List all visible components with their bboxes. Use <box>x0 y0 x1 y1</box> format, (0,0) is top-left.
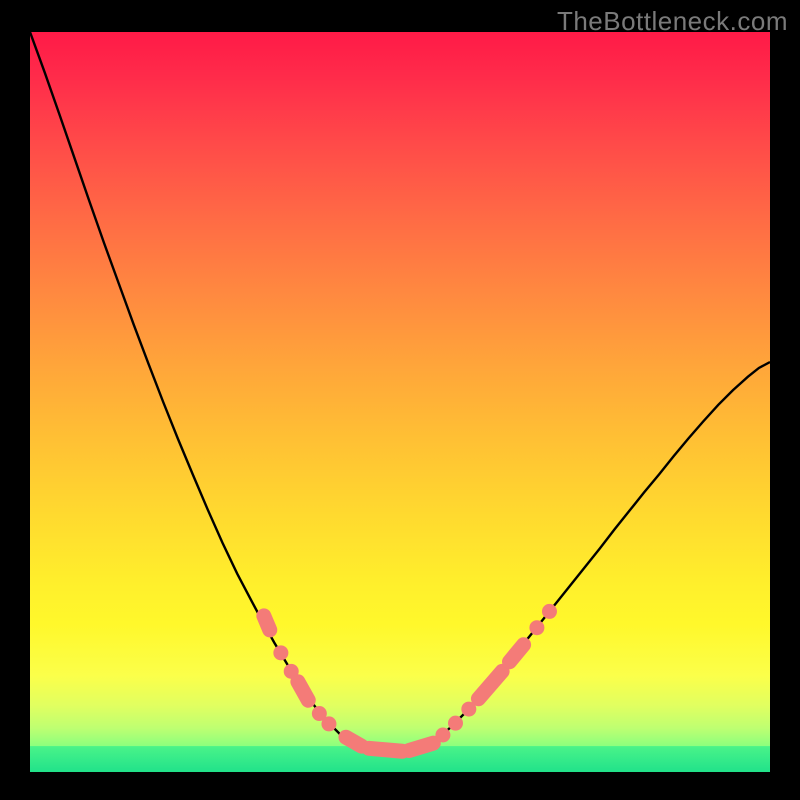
marker-dot <box>273 645 288 660</box>
marker-dash <box>409 743 433 750</box>
marker-dash <box>346 737 362 746</box>
marker-dot <box>321 716 336 731</box>
chart-background <box>30 32 770 772</box>
marker-dot <box>448 716 463 731</box>
marker-dash <box>264 616 270 630</box>
marker-dot <box>542 604 557 619</box>
marker-dash <box>369 748 402 751</box>
marker-dash <box>298 682 308 701</box>
chart-container <box>30 32 770 772</box>
marker-dot <box>529 620 544 635</box>
watermark-text: TheBottleneck.com <box>557 6 788 37</box>
chart-svg <box>30 32 770 772</box>
marker-dot <box>435 728 450 743</box>
